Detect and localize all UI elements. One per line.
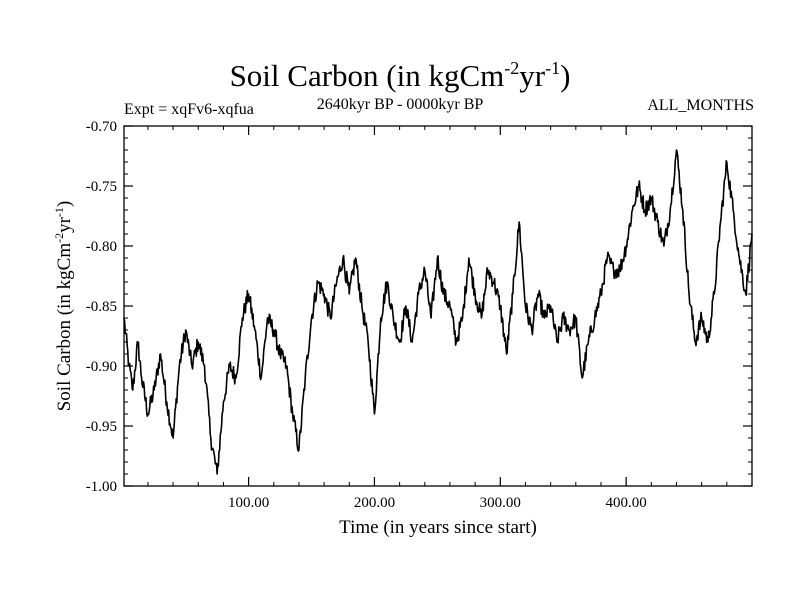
series-line-soil-carbon bbox=[123, 149, 753, 475]
chart-title: Soil Carbon (in kgCm-2yr-1) bbox=[229, 58, 571, 93]
x-tick-label-1: 200.00 bbox=[354, 495, 395, 511]
plot-frame bbox=[123, 125, 753, 487]
period-label: 2640kyr BP - 0000kyr BP bbox=[316, 96, 484, 113]
y-tick-label-1: -0.75 bbox=[86, 179, 117, 195]
y-tick-label-2: -0.80 bbox=[86, 239, 117, 255]
x-tick-label-3: 400.00 bbox=[606, 495, 647, 511]
y-tick-label-3: -0.85 bbox=[86, 299, 117, 315]
y-tick-label-5: -0.95 bbox=[86, 419, 117, 435]
y-axis-title: Soil Carbon (in kgCm-2yr-1) bbox=[52, 201, 75, 412]
experiment-label: Expt = xqFv6-xqfua bbox=[124, 101, 254, 118]
x-tick-label-0: 100.00 bbox=[228, 495, 269, 511]
y-tick-label-0: -0.70 bbox=[86, 119, 117, 135]
y-tick-label-4: -0.90 bbox=[86, 359, 117, 375]
months-label: ALL_MONTHS bbox=[647, 97, 754, 114]
x-tick-label-2: 300.00 bbox=[480, 495, 521, 511]
axis-ticks: -0.70 -0.75 -0.80 -0.85 -0.90 -0.95 -1.00 100.0… bbox=[86, 119, 752, 511]
series-layer bbox=[123, 149, 753, 475]
x-axis-title: Time (in years since start) bbox=[339, 517, 537, 538]
y-tick-label-6: -1.00 bbox=[86, 479, 117, 495]
